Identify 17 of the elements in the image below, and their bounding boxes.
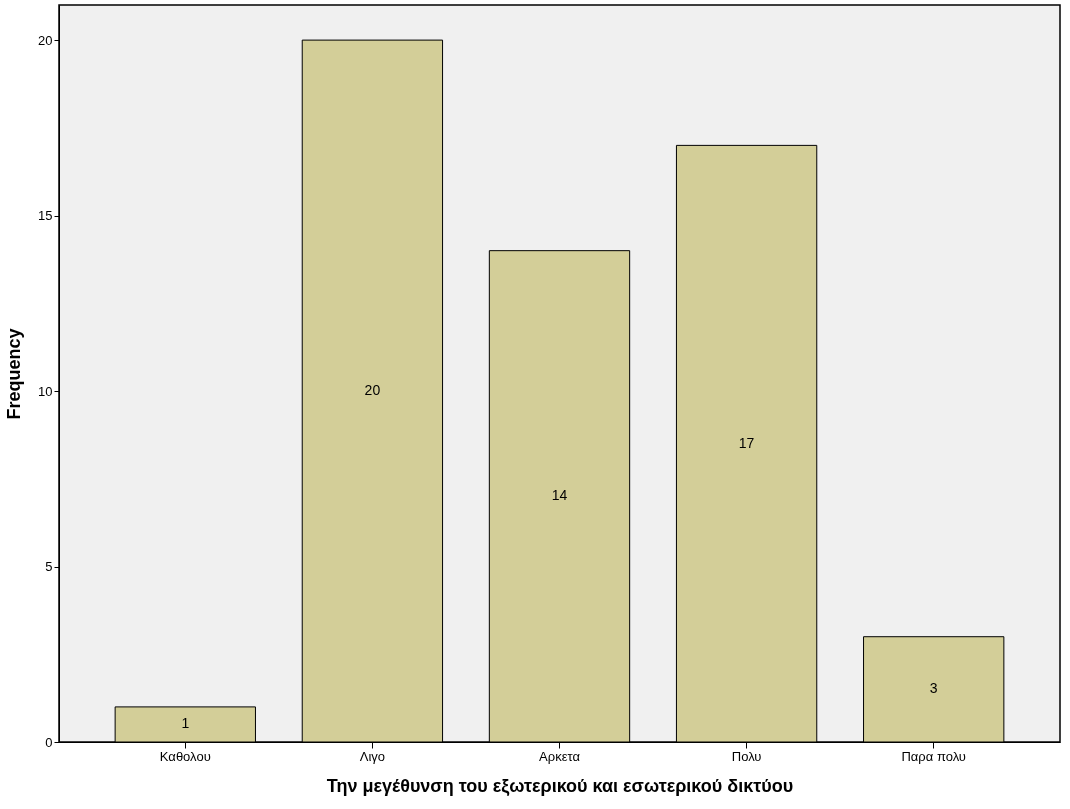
y-tick-label: 20 bbox=[38, 32, 53, 48]
x-axis-title: Την μεγέθυνση του εξωτερικού και εσωτερικού δικτύου bbox=[326, 775, 794, 797]
data-label: 14 bbox=[551, 487, 568, 504]
y-axis-title: Frequency bbox=[4, 328, 25, 420]
y-tick-label: 10 bbox=[38, 383, 53, 399]
y-tick-label: 0 bbox=[45, 734, 53, 750]
x-tick-label: Καθολου bbox=[159, 748, 211, 764]
data-label: 1 bbox=[181, 715, 190, 732]
data-label: 20 bbox=[364, 382, 381, 399]
x-tick-label: Παρα πολυ bbox=[901, 748, 966, 764]
x-tick-label: Πολυ bbox=[731, 748, 762, 764]
x-tick-label: Λιγο bbox=[359, 748, 386, 764]
data-label: 17 bbox=[738, 434, 755, 451]
data-label: 3 bbox=[929, 680, 938, 697]
y-tick-label: 5 bbox=[45, 559, 53, 575]
x-tick-label: Αρκετα bbox=[539, 748, 581, 764]
y-tick-label: 15 bbox=[38, 208, 53, 224]
